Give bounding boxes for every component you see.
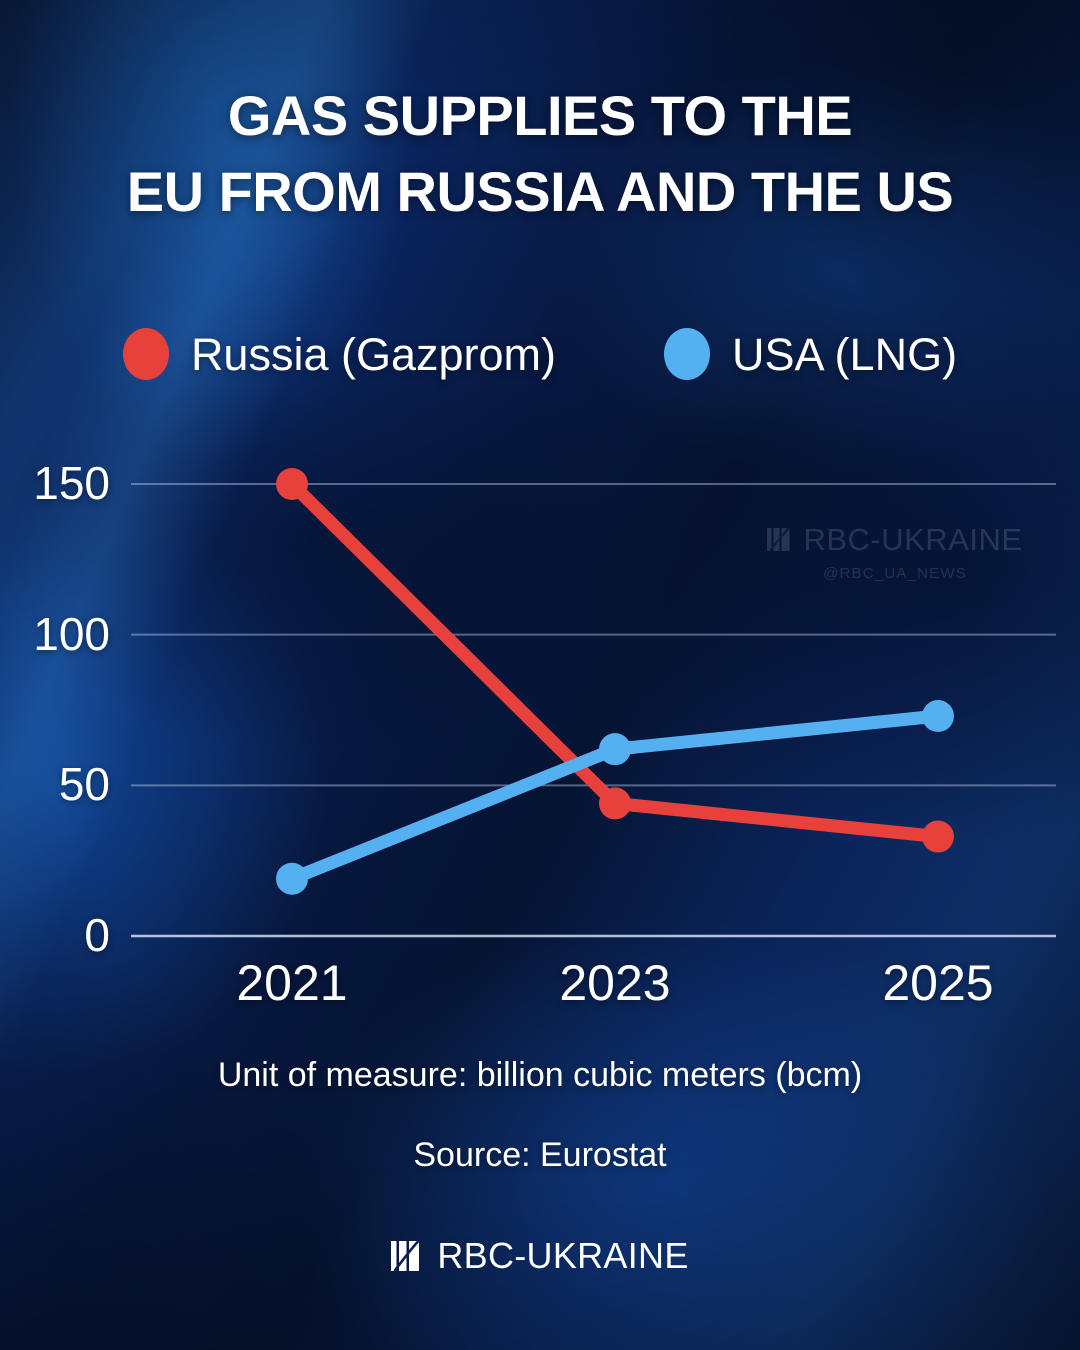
- title-line-2: EU FROM RUSSIA AND THE US: [126, 159, 954, 223]
- source-label: Source: Eurostat: [413, 1136, 667, 1174]
- legend-color-swatch-russia: [122, 328, 169, 380]
- legend-item-usa[interactable]: USA (LNG): [664, 328, 957, 380]
- data-point-marker[interactable]: [922, 820, 954, 853]
- unit-of-measure-label: Unit of measure: billion cubic meters (b…: [217, 1056, 863, 1094]
- y-axis-tick-label: 0: [84, 909, 110, 961]
- series-line-russia: [285, 477, 945, 844]
- data-point-marker[interactable]: [599, 733, 631, 766]
- rbc-logo-mark-icon: [391, 1240, 420, 1272]
- legend-label-usa: USA (LNG): [732, 328, 958, 380]
- x-axis-tick-label: 2023: [559, 955, 671, 1011]
- chart-plot-svg: [131, 468, 1056, 938]
- data-point-marker[interactable]: [599, 787, 631, 820]
- y-axis-tick-label: 100: [33, 607, 110, 660]
- y-axis-tick-label: 50: [58, 758, 110, 811]
- y-axis-tick-label: 150: [33, 457, 110, 509]
- data-point-marker[interactable]: [276, 468, 308, 500]
- data-point-marker[interactable]: [922, 700, 954, 733]
- x-axis-tick-label: 2021: [236, 955, 348, 1011]
- brand-name: RBC-UKRAINE: [437, 1235, 689, 1276]
- brand-logo: RBC-UKRAINE: [0, 1238, 1080, 1274]
- x-axis-tick-label: 2025: [882, 955, 994, 1011]
- legend-label-russia: Russia (Gazprom): [190, 328, 557, 380]
- legend-color-swatch-usa: [664, 328, 711, 380]
- chart-legend: Russia (Gazprom) USA (LNG): [0, 328, 1080, 380]
- page-title: GAS SUPPLIES TO THE EU FROM RUSSIA AND T…: [0, 78, 1080, 229]
- line-chart: 0 50 100 150 2021 2023 2025: [0, 420, 1080, 1008]
- legend-item-russia[interactable]: Russia (Gazprom): [122, 328, 557, 380]
- data-point-marker[interactable]: [276, 862, 308, 895]
- title-line-1: GAS SUPPLIES TO THE: [227, 84, 853, 147]
